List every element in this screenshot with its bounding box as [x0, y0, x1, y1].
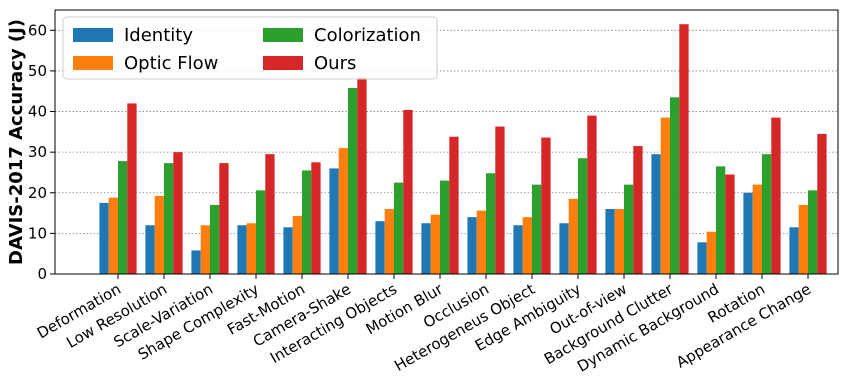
bar-optic-flow: [706, 231, 716, 274]
bar-ours: [541, 137, 551, 274]
bar-optic-flow: [384, 209, 394, 274]
y-tick-label: 60: [28, 21, 47, 39]
bar-ours: [357, 77, 367, 274]
bar-ours: [495, 126, 505, 274]
bar-optic-flow: [154, 196, 164, 274]
bar-identity: [513, 225, 523, 274]
bar-identity: [145, 225, 155, 274]
bar-colorization: [670, 97, 680, 274]
bar-optic-flow: [108, 197, 118, 274]
bar-ours: [587, 115, 597, 274]
bar-optic-flow: [292, 215, 302, 274]
bar-optic-flow: [522, 217, 532, 274]
bar-optic-flow: [430, 214, 440, 274]
bar-identity: [421, 223, 431, 274]
bar-colorization: [762, 154, 772, 274]
bar-identity: [191, 250, 201, 274]
bar-colorization: [302, 170, 312, 274]
y-tick-label: 50: [28, 62, 47, 80]
bars: [99, 24, 827, 275]
bar-identity: [329, 168, 339, 274]
legend-label: Ours: [314, 53, 356, 74]
bar-optic-flow: [752, 184, 762, 274]
bar-ours: [633, 146, 643, 274]
bar-ours: [817, 133, 827, 274]
bar-ours: [771, 117, 781, 274]
bar-ours: [311, 162, 321, 274]
bar-ours: [127, 103, 137, 275]
bar-ours: [679, 24, 689, 274]
y-axis-title: DAVIS-2017 Accuracy (J): [6, 19, 27, 265]
bar-identity: [467, 217, 477, 274]
y-tick-label: 40: [28, 103, 47, 121]
y-axis-ticks: 0 10 20 30 40 50 60: [28, 21, 55, 283]
bar-colorization: [256, 190, 266, 274]
legend-swatch: [263, 56, 303, 70]
bar-colorization: [210, 204, 220, 274]
bar-identity: [237, 225, 247, 274]
bar-optic-flow: [798, 204, 808, 274]
bar-colorization: [348, 87, 358, 274]
bar-optic-flow: [200, 225, 210, 274]
bar-ours: [403, 109, 413, 274]
bar-identity: [789, 227, 799, 274]
bar-colorization: [578, 158, 588, 274]
bar-identity: [743, 192, 753, 274]
y-tick-label: 0: [37, 265, 47, 283]
bar-optic-flow: [338, 148, 348, 274]
bar-colorization: [394, 182, 404, 274]
legend-swatch: [73, 28, 113, 42]
bar-colorization: [532, 184, 542, 274]
y-tick-label: 20: [28, 184, 47, 202]
bar-colorization: [808, 190, 818, 274]
legend-swatch: [263, 28, 303, 42]
bar-identity: [375, 221, 385, 274]
bar-colorization: [164, 163, 174, 274]
legend-label: Optic Flow: [124, 53, 218, 74]
bar-ours: [725, 174, 735, 274]
bar-colorization: [486, 173, 496, 274]
bar-colorization: [624, 184, 634, 274]
legend-label: Identity: [124, 25, 193, 46]
bar-colorization: [716, 166, 726, 274]
bar-identity: [559, 223, 569, 274]
y-tick-label: 30: [28, 143, 47, 161]
bar-identity: [283, 227, 293, 274]
bar-identity: [99, 202, 109, 274]
y-tick-label: 10: [28, 224, 47, 242]
bar-identity: [651, 154, 661, 274]
bar-optic-flow: [246, 223, 256, 274]
bar-ours: [265, 154, 275, 274]
legend-swatch: [73, 56, 113, 70]
plot-frame: [54, 9, 839, 275]
bar-optic-flow: [476, 210, 486, 274]
bar-optic-flow: [660, 117, 670, 274]
bar-colorization: [440, 180, 450, 274]
bar-identity: [605, 209, 615, 274]
bar-ours: [449, 136, 459, 274]
legend-label: Colorization: [314, 25, 421, 46]
bar-ours: [173, 152, 183, 274]
legend: Identity Optic Flow Colorization Ours: [62, 16, 438, 80]
bar-identity: [697, 242, 707, 274]
bar-colorization: [118, 161, 128, 274]
legend-box: [62, 16, 438, 80]
bar-optic-flow: [568, 198, 578, 274]
bar-ours: [219, 163, 229, 274]
bar-optic-flow: [614, 209, 624, 274]
